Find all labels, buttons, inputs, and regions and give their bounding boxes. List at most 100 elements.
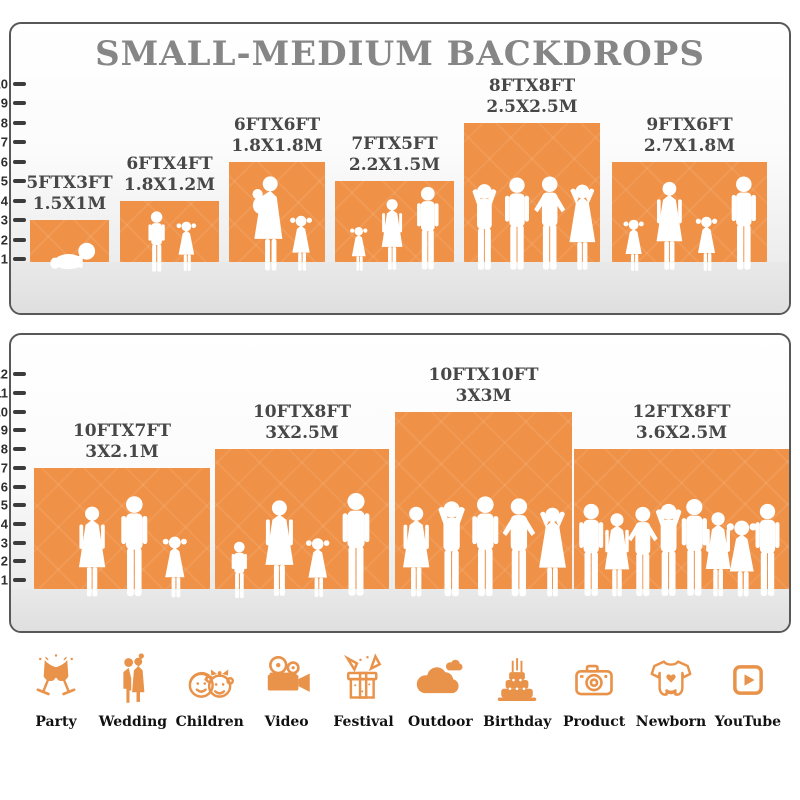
backdrop-block-5ftx3ft: 5FTX3FT 1.5X1M xyxy=(26,173,113,270)
size-m-text: 3X3M xyxy=(455,385,512,406)
ruler-tick-mark xyxy=(13,198,26,203)
category-video: Video xyxy=(251,652,323,730)
ruler-tick-label: 1 xyxy=(0,251,8,267)
people-silhouettes xyxy=(252,175,312,271)
ruler-tick-mark xyxy=(13,81,26,86)
ruler-tick-mark xyxy=(13,237,26,242)
category-row: Party Wedding xyxy=(0,652,800,730)
ruler-tick-mark xyxy=(13,257,26,261)
category-wedding: Wedding xyxy=(97,652,169,730)
people-silhouettes xyxy=(148,210,197,272)
backdrop-size-label: 10FTX8FT 3X2.5M xyxy=(253,402,351,444)
ruler-tick-label: 4 xyxy=(0,193,8,208)
size-m-text: 2.7X1.8M xyxy=(643,135,736,156)
ruler-tick-mark xyxy=(13,559,26,564)
wedding-couple-icon xyxy=(123,653,145,703)
category-label: Outdoor xyxy=(408,714,473,730)
ruler-tick-mark xyxy=(13,521,26,526)
backdrop-block-8ftx8ft: 8FTX8FT 2.5X2.5M xyxy=(464,76,600,270)
newborn-onesie-icon xyxy=(650,660,692,696)
size-ft-text: 8FTX8FT xyxy=(488,75,576,96)
category-party: Party xyxy=(20,652,92,730)
video-camera-icon xyxy=(267,655,310,692)
festival-gift-icon xyxy=(343,653,381,699)
people-silhouettes xyxy=(472,175,596,270)
backdrop-block-10ftx7ft: 10FTX7FT 3X2.1M xyxy=(34,421,210,598)
ruler-tick-label: 7 xyxy=(0,134,8,150)
backdrop-size-label: 6FTX6FT 1.8X1.8M xyxy=(231,115,322,157)
ruler-tick-mark xyxy=(13,503,26,508)
backdrop-block-10ftx8ft: 10FTX8FT 3X2.5M xyxy=(215,402,389,599)
size-m-text: 2.5X2.5M xyxy=(486,96,578,117)
category-label: Festival xyxy=(333,714,394,730)
ruler-tick-label: 5 xyxy=(0,497,8,513)
ruler-tick-label: 12 xyxy=(0,366,8,382)
size-ft-text: 12FTX8FT xyxy=(632,402,731,423)
category-label: Newborn xyxy=(635,714,707,730)
size-ft-text: 10FTX7FT xyxy=(72,420,172,441)
people-silhouettes xyxy=(50,242,96,270)
size-m-text: 3.6X2.5M xyxy=(635,423,728,444)
floor-strip xyxy=(11,589,789,631)
backdrop-block-12ftx8ft: 12FTX8FT 3.6X2.5M xyxy=(574,402,789,597)
ruler-tick-mark xyxy=(13,372,26,377)
backdrop-size-label: 8FTX8FT 2.5X2.5M xyxy=(486,76,577,118)
category-label: Wedding xyxy=(98,714,168,730)
ruler-tick-label: 8 xyxy=(0,441,8,457)
ruler-tick-mark xyxy=(13,409,26,414)
ruler-tick-mark xyxy=(13,484,26,489)
ruler-tick-mark xyxy=(13,101,26,105)
size-m-text: 2.2X1.5M xyxy=(348,155,441,175)
birthday-cake-icon xyxy=(498,658,537,701)
ruler-tick-mark xyxy=(13,465,26,470)
category-youtube: YouTube xyxy=(712,652,784,730)
size-m-text: 3X2.5M xyxy=(265,423,339,444)
ruler-tick-label: 2 xyxy=(0,232,8,247)
size-ft-text: 5FTX3FT xyxy=(26,173,113,193)
category-label: Party xyxy=(35,714,77,730)
size-m-text: 1.5X1M xyxy=(32,194,107,214)
category-label: Birthday xyxy=(483,714,552,730)
backdrop-block-6ftx6ft: 6FTX6FT 1.8X1.8M xyxy=(229,115,325,271)
category-festival: Festival xyxy=(328,652,400,730)
ruler-tick-label: 3 xyxy=(0,535,8,551)
backdrop-size-label: 10FTX10FT 3X3M xyxy=(429,365,539,407)
people-silhouettes xyxy=(579,499,780,597)
backdrop-block-7ftx5ft: 7FTX5FT 2.2X1.5M xyxy=(335,134,454,271)
backdrop-size-label: 10FTX7FT 3X2.1M xyxy=(73,421,171,463)
ruler-tick-label: 10 xyxy=(0,404,8,420)
people-silhouettes xyxy=(350,186,439,271)
category-label: Children xyxy=(175,714,244,730)
size-ft-text: 10FTX8FT xyxy=(252,402,352,423)
category-outdoor: Outdoor xyxy=(404,652,476,730)
category-newborn: Newborn xyxy=(635,652,707,730)
backdrop-block-10ftx10ft: 10FTX10FT 3X3M xyxy=(395,365,572,597)
category-label: Product xyxy=(563,714,626,730)
people-silhouettes xyxy=(78,496,187,598)
ruler-tick-label: 9 xyxy=(0,95,8,111)
ruler-tick-label: 7 xyxy=(0,460,8,476)
size-ft-text: 6FTX4FT xyxy=(126,153,213,174)
large-panel: 12345678910111210FTX7FT3X2.1M10FTX8FT3X2… xyxy=(0,333,791,633)
ruler-tick-label: 2 xyxy=(0,553,8,569)
size-ft-text: 10FTX10FT xyxy=(428,364,539,385)
backdrop-block-9ftx6ft: 9FTX6FT 2.7X1.8M xyxy=(612,115,767,271)
ruler-tick-mark xyxy=(13,159,26,164)
backdrop-size-label: 6FTX4FT 1.8X1.2M xyxy=(124,154,215,196)
ruler-tick-label: 1 xyxy=(0,572,8,588)
backdrop-size-label: 7FTX5FT 2.2X1.5M xyxy=(349,134,440,176)
ruler-tick-label: 10 xyxy=(0,76,8,91)
size-ft-text: 9FTX6FT xyxy=(646,114,733,135)
category-birthday: Birthday xyxy=(481,652,553,730)
ruler-tick-label: 3 xyxy=(0,212,8,228)
ruler-tick-label: 11 xyxy=(0,385,8,401)
backdrop-block-6ftx4ft: 6FTX4FT 1.8X1.2M xyxy=(120,154,219,272)
people-silhouettes xyxy=(231,493,370,599)
page-title: SMALL-MEDIUM BACKDROPS xyxy=(95,34,705,74)
category-label: YouTube xyxy=(714,714,782,730)
category-label: Video xyxy=(264,714,309,730)
ruler-tick-label: 6 xyxy=(0,154,8,169)
youtube-play-icon xyxy=(733,665,763,695)
ruler-tick-mark xyxy=(13,179,26,183)
ruler-tick-mark xyxy=(13,447,26,452)
